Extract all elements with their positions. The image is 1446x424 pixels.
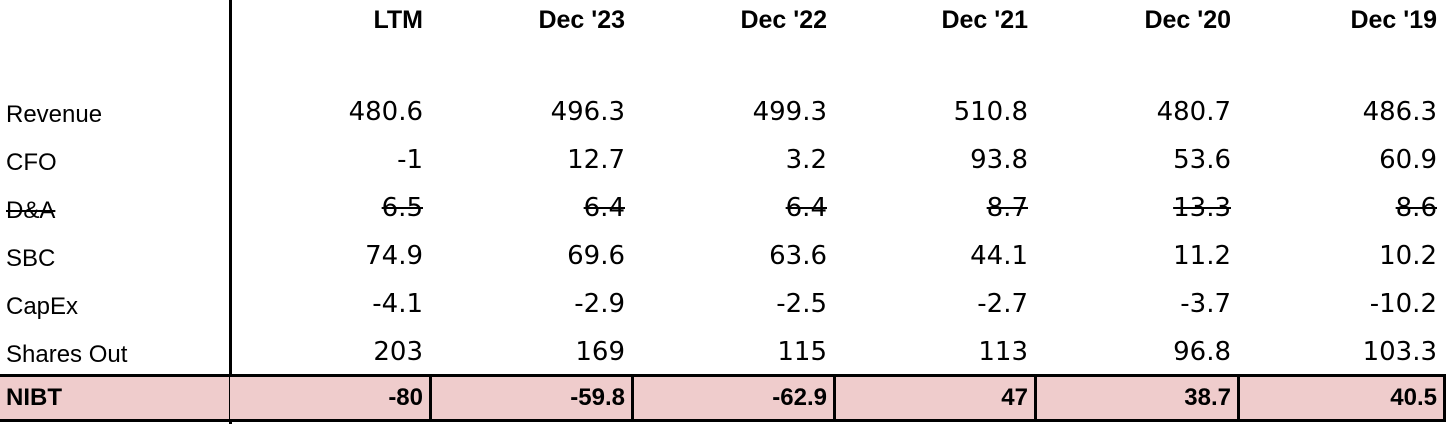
row-label: CFO bbox=[6, 149, 57, 176]
cell-value: 486.3 bbox=[1362, 97, 1437, 127]
row-label: Shares Out bbox=[6, 341, 128, 368]
cell-value: 113 bbox=[978, 337, 1028, 367]
column-divider bbox=[229, 0, 232, 424]
column-header: LTM bbox=[373, 6, 423, 34]
cell-value: 499.3 bbox=[752, 97, 827, 127]
row-label: SBC bbox=[6, 245, 56, 272]
cell-value: 203 bbox=[373, 337, 423, 367]
cell-value: 60.9 bbox=[1379, 145, 1437, 175]
cell-value: 38.7 bbox=[1037, 374, 1240, 422]
cell-value: 169 bbox=[575, 337, 625, 367]
cell-value: 115 bbox=[777, 337, 827, 367]
cell-value: 63.6 bbox=[769, 241, 827, 271]
cell-value: 93.8 bbox=[970, 145, 1028, 175]
cell-value: -2.9 bbox=[574, 289, 625, 319]
cell-value: 44.1 bbox=[970, 241, 1028, 271]
cell-value: 6.4 bbox=[785, 193, 827, 223]
cell-value: -10.2 bbox=[1369, 289, 1437, 319]
column-header: Dec '20 bbox=[1144, 6, 1231, 34]
cell-value: 53.6 bbox=[1173, 145, 1231, 175]
cell-value: -3.7 bbox=[1180, 289, 1231, 319]
cell-value: -62.9 bbox=[634, 374, 836, 422]
cell-value: 480.7 bbox=[1156, 97, 1231, 127]
cell-value: -2.7 bbox=[977, 289, 1028, 319]
column-header: Dec '23 bbox=[538, 6, 625, 34]
row-label: Revenue bbox=[6, 101, 103, 128]
cell-value: -1 bbox=[397, 145, 423, 175]
cell-value: 103.3 bbox=[1362, 337, 1437, 367]
cell-value: 6.5 bbox=[381, 193, 423, 223]
cell-value: -59.8 bbox=[432, 374, 634, 422]
column-header: Dec '21 bbox=[941, 6, 1028, 34]
row-label: NIBT bbox=[0, 374, 232, 422]
column-header: Dec '22 bbox=[740, 6, 827, 34]
cell-value: -80 bbox=[230, 374, 432, 422]
row-label: CapEx bbox=[6, 293, 79, 320]
cell-value: -4.1 bbox=[372, 289, 423, 319]
cell-value: 40.5 bbox=[1240, 374, 1446, 422]
cell-value: 96.8 bbox=[1173, 337, 1231, 367]
cell-value: 12.7 bbox=[567, 145, 625, 175]
cell-value: 10.2 bbox=[1379, 241, 1437, 271]
cell-value: 74.9 bbox=[365, 241, 423, 271]
cell-value: -2.5 bbox=[776, 289, 827, 319]
cell-value: 69.6 bbox=[567, 241, 625, 271]
cell-value: 6.4 bbox=[583, 193, 625, 223]
cell-value: 496.3 bbox=[550, 97, 625, 127]
cell-value: 13.3 bbox=[1173, 193, 1231, 223]
cell-value: 8.7 bbox=[986, 193, 1028, 223]
cell-value: 11.2 bbox=[1173, 241, 1231, 271]
column-header: Dec '19 bbox=[1350, 6, 1437, 34]
cell-value: 8.6 bbox=[1395, 193, 1437, 223]
cell-value: 3.2 bbox=[785, 145, 827, 175]
cell-value: 510.8 bbox=[953, 97, 1028, 127]
cell-value: 480.6 bbox=[348, 97, 423, 127]
cell-value: 47 bbox=[836, 374, 1037, 422]
row-label: D&A bbox=[6, 197, 56, 224]
